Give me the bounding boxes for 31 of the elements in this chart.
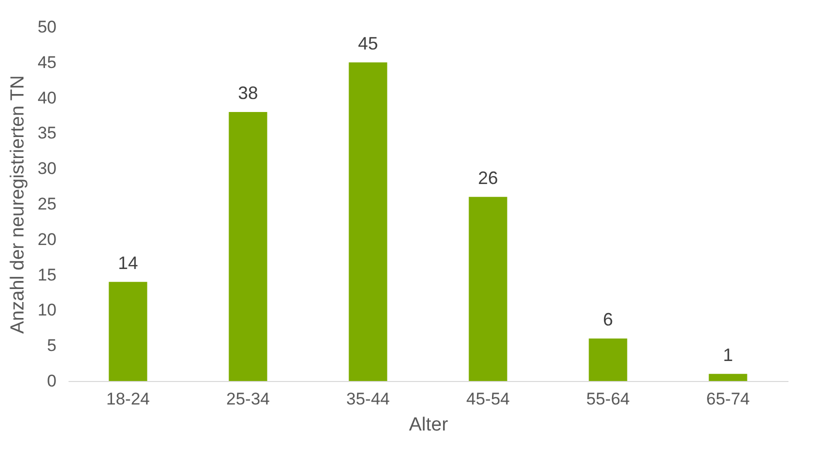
y-tick-label: 0 [47,372,56,390]
y-tick-label: 30 [38,159,56,178]
y-tick-label: 45 [38,52,56,72]
y-tick-label: 10 [38,300,56,320]
y-tick-label: 20 [38,230,56,249]
y-tick-label: 35 [38,124,56,143]
bar [708,374,748,381]
data-label: 14 [118,252,138,273]
x-axis-title: Alter [408,414,449,436]
x-tick-label: 18-24 [106,390,150,408]
bar [108,282,148,381]
y-tick-label: 25 [38,194,56,214]
x-tick-label: 65-74 [706,390,750,408]
y-tick-label: 40 [38,88,56,108]
bar [228,112,268,381]
bar [468,196,508,381]
bar [588,338,628,381]
y-axis-title: Anzahl der neuregistrierten TN [8,75,29,334]
data-label: 38 [238,82,258,103]
x-tick-label: 45-54 [466,390,510,408]
data-label: 1 [722,344,734,365]
data-label: 6 [602,310,614,330]
bar [348,62,388,381]
x-tick-label: 35-44 [346,390,390,408]
y-tick-label: 5 [47,336,56,356]
data-label: 26 [478,168,498,188]
x-tick-label: 25-34 [226,390,270,408]
y-tick-label: 15 [38,265,56,284]
y-tick-label: 50 [38,18,56,36]
x-tick-label: 55-64 [586,390,630,408]
data-label: 45 [358,33,378,54]
